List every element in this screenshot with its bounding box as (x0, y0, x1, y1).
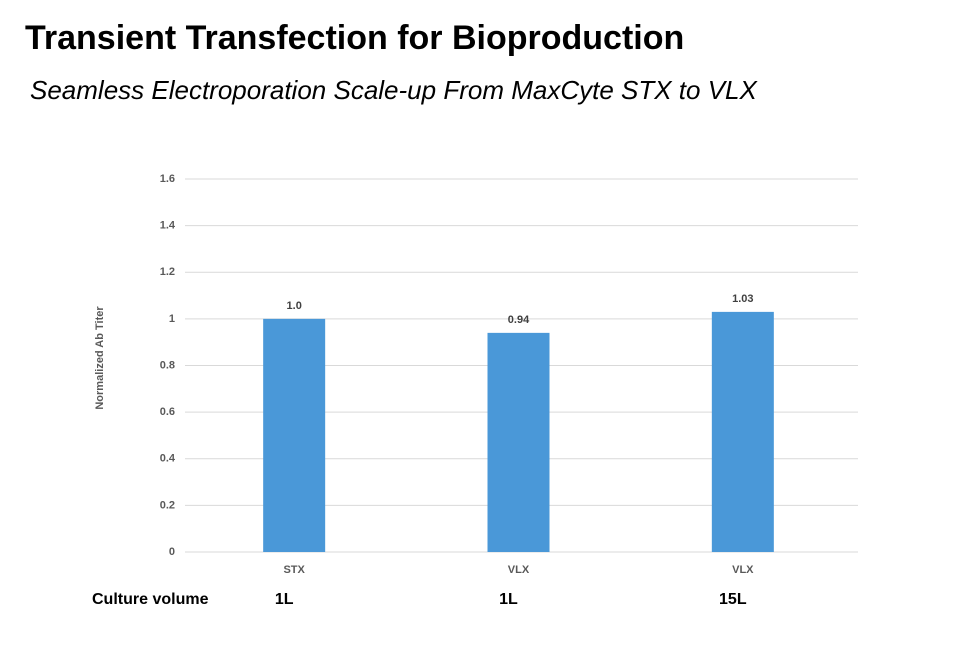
culture-volume-label: Culture volume (92, 591, 209, 608)
y-tick-label: 1.4 (160, 220, 176, 232)
chart-subtitle: Seamless Electroporation Scale-up From M… (30, 75, 759, 105)
y-tick-label: 0.4 (160, 453, 176, 465)
y-tick-label: 0.6 (160, 406, 175, 418)
x-tick-label: VLX (508, 564, 530, 576)
culture-volume: 15L (719, 591, 747, 608)
y-tick-label: 0 (169, 546, 175, 558)
culture-volume: 1L (499, 591, 518, 608)
y-tick-label: 1.6 (160, 173, 175, 185)
y-tick-label: 1.2 (160, 266, 175, 278)
bar (711, 311, 774, 552)
value-label: 1.03 (732, 293, 753, 305)
x-tick-label: VLX (732, 564, 754, 576)
value-label: 1.0 (287, 300, 302, 312)
y-tick-label: 1 (169, 313, 175, 325)
x-tick-label: STX (283, 564, 305, 576)
y-axis-label: Normalized Ab Titer (94, 306, 106, 410)
y-tick-label: 0.8 (160, 359, 175, 371)
chart-title: Transient Transfection for Bioproduction (25, 19, 684, 57)
culture-volume: 1L (275, 591, 294, 608)
y-tick-label: 0.2 (160, 499, 175, 511)
value-label: 0.94 (508, 314, 530, 326)
bar (263, 318, 326, 552)
bar (487, 332, 550, 552)
